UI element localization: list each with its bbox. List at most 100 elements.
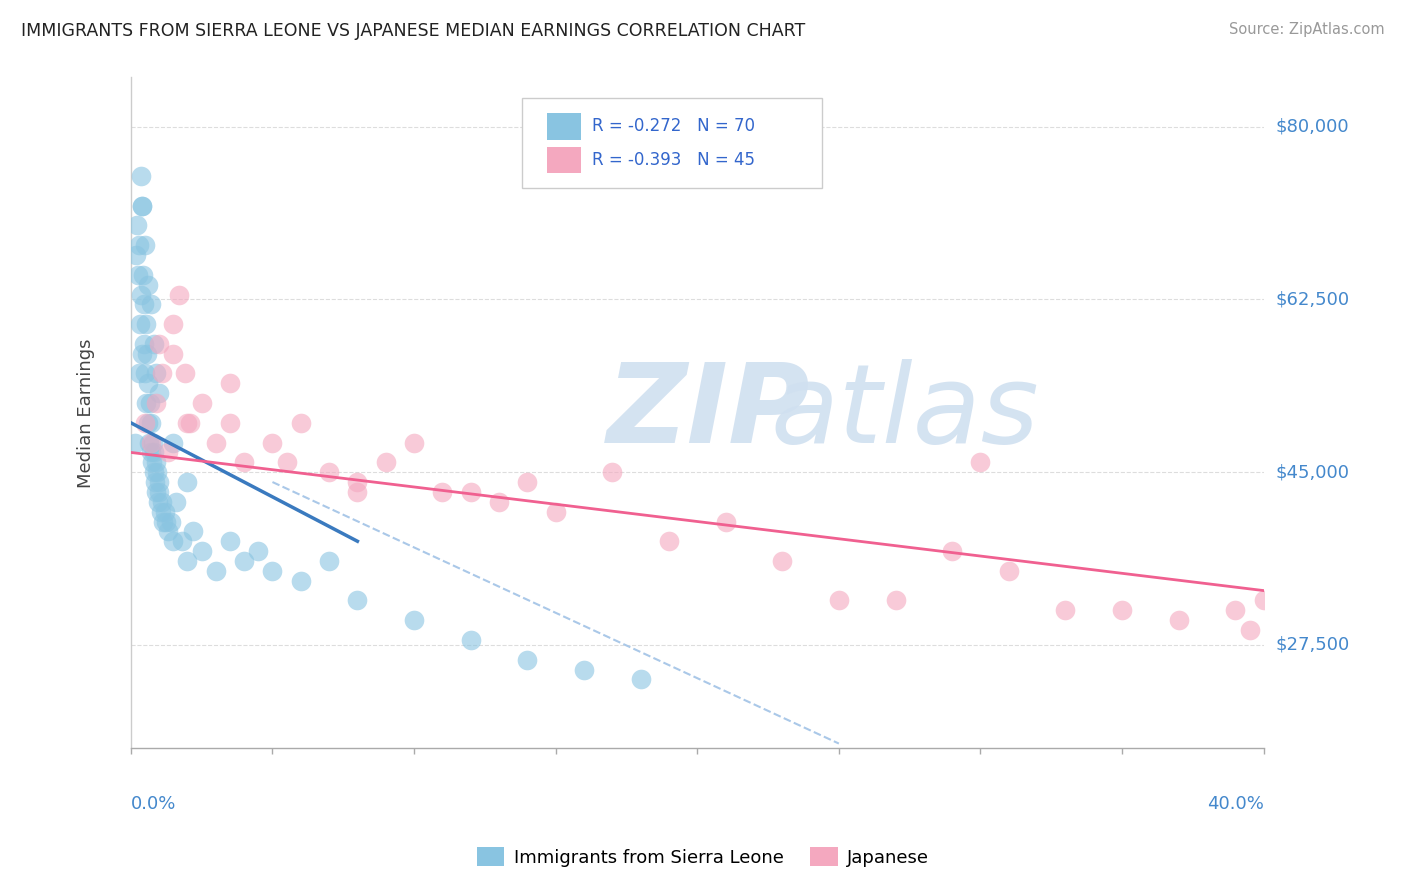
Point [219, 416, 242, 430]
Point [142, 465, 165, 479]
Point [145, 484, 167, 499]
Point [176, 416, 198, 430]
Point [262, 435, 284, 450]
Text: $62,500: $62,500 [1275, 291, 1350, 309]
Point [134, 297, 156, 311]
Point [148, 484, 170, 499]
Point [148, 475, 170, 489]
Point [162, 347, 184, 361]
Point [941, 544, 963, 558]
Point [170, 534, 193, 549]
Point [139, 396, 162, 410]
Point [134, 367, 156, 381]
Point [516, 653, 538, 667]
Point [142, 435, 165, 450]
Point [460, 632, 482, 647]
Point [150, 495, 173, 509]
Point [173, 367, 195, 381]
Point [544, 505, 567, 519]
Point [204, 564, 226, 578]
Point [131, 347, 153, 361]
Point [1054, 603, 1077, 617]
Point [1253, 593, 1275, 607]
Point [1225, 603, 1247, 617]
Point [142, 337, 165, 351]
Point [135, 396, 157, 410]
Text: Source: ZipAtlas.com: Source: ZipAtlas.com [1229, 22, 1385, 37]
Point [156, 445, 179, 459]
Point [148, 386, 170, 401]
Point [155, 515, 177, 529]
Point [219, 376, 242, 391]
Point [139, 445, 162, 459]
Point [460, 484, 482, 499]
Text: 0.0%: 0.0% [131, 796, 176, 814]
Point [152, 515, 174, 529]
Point [138, 376, 160, 391]
Point [770, 554, 793, 568]
Point [138, 435, 160, 450]
Point [162, 317, 184, 331]
Point [828, 593, 851, 607]
Point [132, 268, 155, 282]
Point [402, 613, 425, 627]
Point [516, 475, 538, 489]
Point [148, 337, 170, 351]
Point [146, 495, 169, 509]
Point [132, 337, 155, 351]
Point [139, 297, 162, 311]
Point [136, 347, 159, 361]
Point [124, 435, 146, 450]
Text: $80,000: $80,000 [1275, 118, 1348, 136]
Point [150, 367, 173, 381]
Point [233, 554, 256, 568]
Point [262, 564, 284, 578]
Point [658, 534, 681, 549]
Point [129, 317, 152, 331]
Point [488, 495, 510, 509]
Point [346, 484, 368, 499]
Point [129, 287, 152, 301]
Point [290, 574, 312, 588]
Text: 40.0%: 40.0% [1206, 796, 1264, 814]
Point [181, 524, 204, 539]
Point [247, 544, 270, 558]
Point [131, 199, 153, 213]
Point [714, 515, 737, 529]
Point [1167, 613, 1189, 627]
Point [997, 564, 1019, 578]
Point [135, 317, 157, 331]
Point [128, 238, 150, 252]
Point [219, 534, 242, 549]
Point [134, 238, 156, 252]
Point [630, 673, 652, 687]
Text: $27,500: $27,500 [1275, 636, 1350, 654]
Point [346, 475, 368, 489]
Point [233, 455, 256, 469]
Point [125, 248, 148, 262]
Point [145, 455, 167, 469]
Point [141, 416, 163, 430]
Point [374, 455, 396, 469]
Point [1239, 623, 1261, 637]
Point [159, 515, 181, 529]
Point [129, 169, 152, 183]
Point [572, 663, 595, 677]
Point [127, 268, 149, 282]
Point [146, 465, 169, 479]
Point [176, 475, 198, 489]
Point [156, 524, 179, 539]
Point [276, 455, 298, 469]
Legend: Immigrants from Sierra Leone, Japanese: Immigrants from Sierra Leone, Japanese [470, 840, 936, 874]
Point [432, 484, 454, 499]
Point [149, 505, 172, 519]
Point [162, 534, 184, 549]
Point [190, 544, 212, 558]
Point [402, 435, 425, 450]
Point [143, 445, 166, 459]
Point [153, 505, 176, 519]
FancyBboxPatch shape [547, 113, 581, 140]
Point [318, 465, 340, 479]
Point [134, 416, 156, 430]
Point [290, 416, 312, 430]
